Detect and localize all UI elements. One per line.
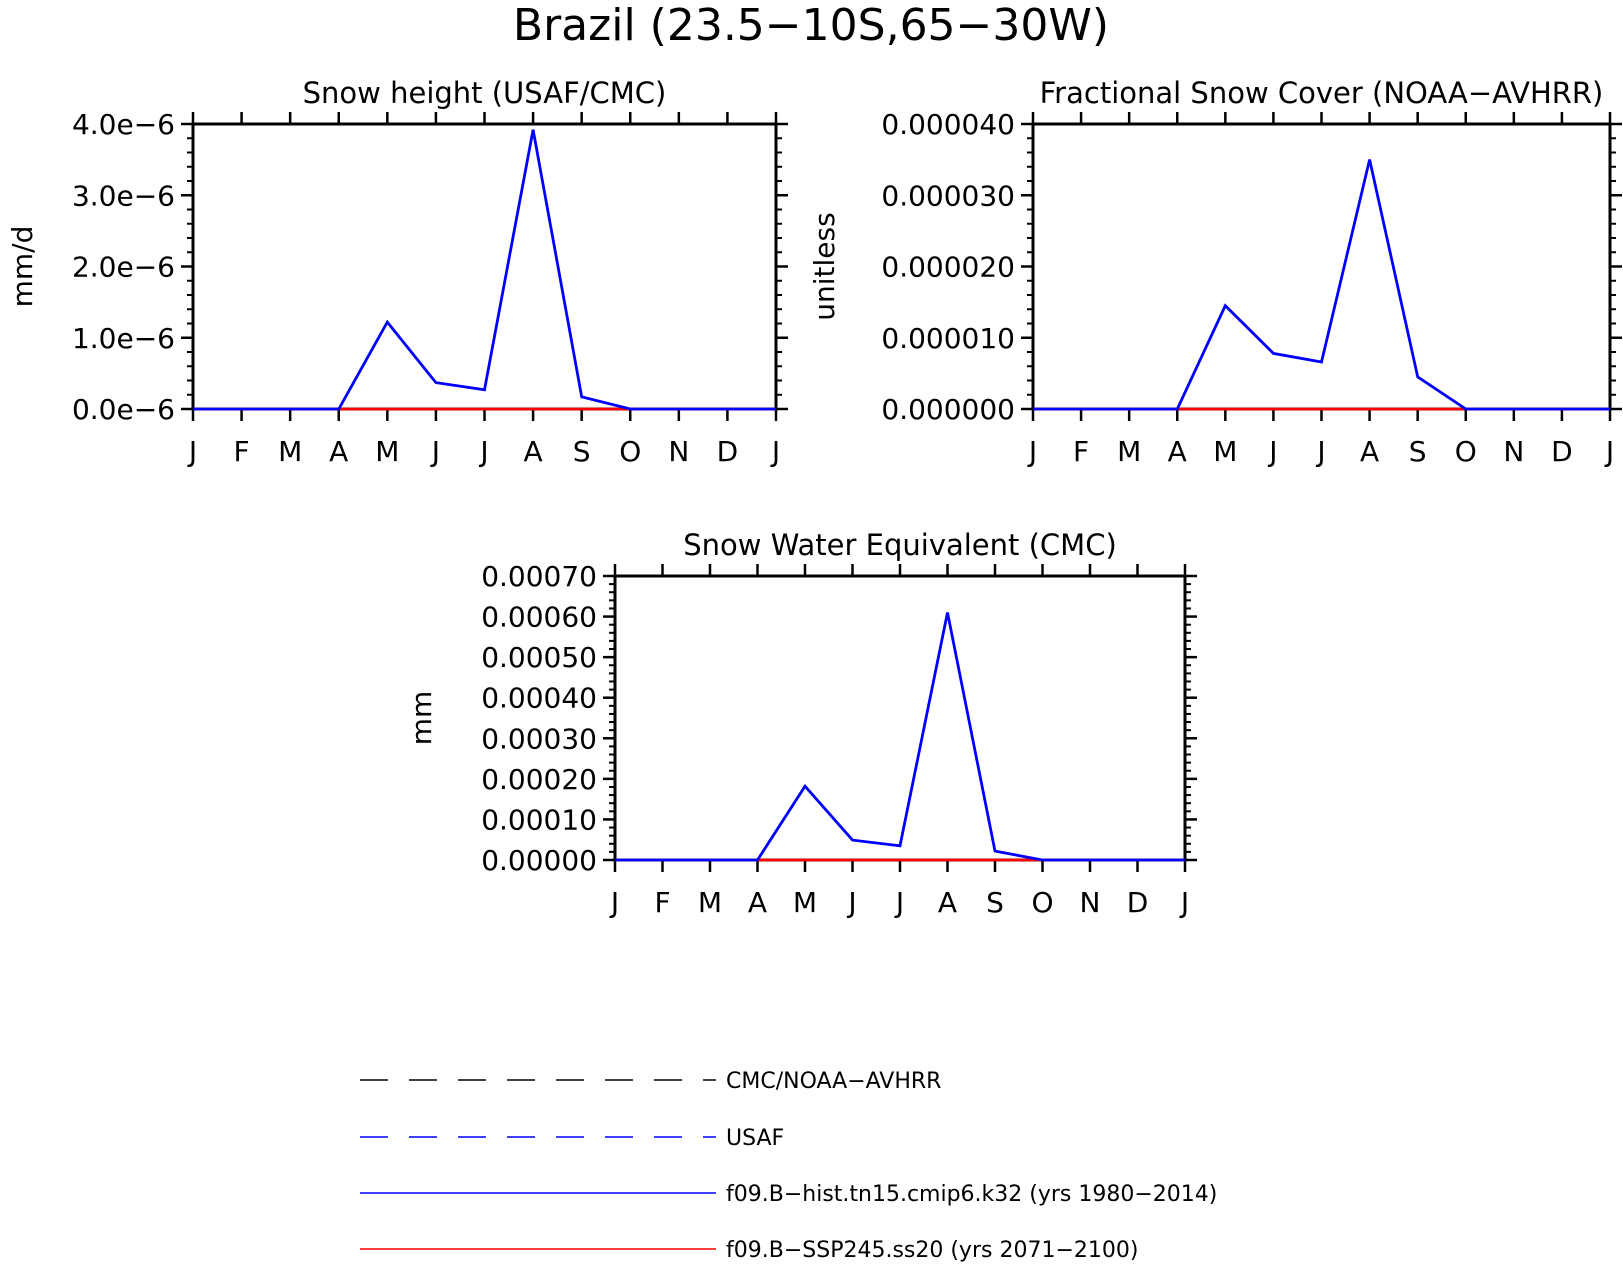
x-tick-label: A (329, 435, 348, 468)
panel-title: Fractional Snow Cover (NOAA−AVHRR) (1040, 76, 1604, 110)
y-tick-label: 0.00040 (481, 682, 597, 715)
y-tick-label: 0.00060 (481, 601, 597, 634)
x-tick-label: J (1604, 435, 1614, 468)
legend-label: f09.B−SSP245.ss20 (yrs 2071−2100) (726, 1238, 1138, 1263)
x-tick-label: F (234, 435, 250, 468)
x-tick-label: J (846, 886, 856, 919)
x-tick-label: O (1031, 886, 1053, 919)
x-tick-label: D (717, 435, 739, 468)
y-tick-label: 0.00050 (481, 641, 597, 674)
y-tick-label: 1.0e−6 (72, 322, 175, 355)
x-tick-label: A (938, 886, 957, 919)
x-tick-label: J (478, 435, 488, 468)
chart-panel-3: Snow Water Equivalent (CMC)J F M A M J J A S O N D J… (405, 528, 1197, 919)
legend-label: f09.B−hist.tn15.cmip6.k32 (yrs 1980−2014… (726, 1182, 1217, 1207)
y-axis-label: mm/d (6, 226, 39, 308)
legend-item: f09.B−SSP245.ss20 (yrs 2071−2100) (360, 1238, 1138, 1263)
x-tick-label: J (1027, 435, 1037, 468)
x-tick-label: J (430, 435, 440, 468)
y-tick-label: 0.000040 (881, 108, 1015, 141)
series-line (193, 129, 776, 411)
x-tick-label: J (1315, 435, 1325, 468)
x-tick-label: J (187, 435, 197, 468)
x-tick-label: M (793, 886, 817, 919)
series-line (615, 612, 1185, 862)
y-axis-label: mm (405, 691, 438, 746)
x-tick-label: D (1551, 435, 1573, 468)
x-tick-label: J (1267, 435, 1277, 468)
y-tick-label: 0.00010 (481, 803, 597, 836)
x-tick-label: M (375, 435, 399, 468)
y-tick-label: 0.00070 (481, 560, 597, 593)
plot-frame (191, 122, 778, 411)
series-line (1033, 159, 1610, 411)
x-tick-label: A (1168, 435, 1187, 468)
legend-label: USAF (726, 1126, 784, 1151)
plot-frame (1031, 122, 1612, 411)
y-tick-label: 0.000010 (881, 322, 1015, 355)
y-tick-label: 2.0e−6 (72, 251, 175, 284)
x-tick-label: M (698, 886, 722, 919)
x-tick-label: D (1127, 886, 1149, 919)
x-tick-label: J (609, 886, 619, 919)
legend-item: USAF (360, 1126, 784, 1151)
legend-label: CMC/NOAA−AVHRR (726, 1069, 941, 1094)
panel-title: Snow height (USAF/CMC) (303, 76, 667, 110)
y-tick-label: 0.000000 (881, 393, 1015, 426)
chart-panel-2: Fractional Snow Cover (NOAA−AVHRR)J F M A M J… (808, 76, 1622, 468)
plot-frame (613, 574, 1187, 862)
x-tick-label: J (894, 886, 904, 919)
x-tick-label: O (1455, 435, 1477, 468)
y-axis-label: unitless (808, 212, 841, 320)
x-tick-label: A (748, 886, 767, 919)
panel-title: Snow Water Equivalent (CMC) (683, 528, 1117, 562)
x-tick-label: N (668, 435, 689, 468)
x-tick-label: J (1179, 886, 1189, 919)
y-tick-label: 0.00030 (481, 722, 597, 755)
x-tick-label: M (278, 435, 302, 468)
y-tick-label: 0.000020 (881, 251, 1015, 284)
x-tick-label: F (654, 886, 670, 919)
x-tick-label: F (1073, 435, 1089, 468)
x-tick-label: S (1409, 435, 1427, 468)
y-tick-label: 0.0e−6 (72, 393, 175, 426)
y-tick-label: 3.0e−6 (72, 179, 175, 212)
x-tick-label: M (1117, 435, 1141, 468)
x-tick-label: A (1360, 435, 1379, 468)
y-tick-label: 0.000030 (881, 179, 1015, 212)
chart-panel-1: Snow height (USAF/CMC)J F M A M J J A S O N D J0.0e−… (6, 76, 788, 468)
x-tick-label: O (619, 435, 641, 468)
x-tick-label: S (986, 886, 1004, 919)
x-tick-label: M (1213, 435, 1237, 468)
y-tick-label: 0.00000 (481, 844, 597, 877)
y-tick-label: 0.00020 (481, 763, 597, 796)
legend: CMC/NOAA−AVHRR USAF f09.B−hist.tn15.cmip6.… (360, 1069, 1217, 1263)
x-tick-label: A (524, 435, 543, 468)
x-tick-label: N (1503, 435, 1524, 468)
x-tick-label: N (1080, 886, 1101, 919)
chart-panels: Snow height (USAF/CMC)J F M A M J J A S O N D J0.0e−… (6, 76, 1622, 919)
x-tick-label: S (573, 435, 591, 468)
figure-title: Brazil (23.5−10S,65−30W) (513, 0, 1109, 51)
x-tick-label: J (770, 435, 780, 468)
legend-item: f09.B−hist.tn15.cmip6.k32 (yrs 1980−2014… (360, 1182, 1217, 1207)
legend-item: CMC/NOAA−AVHRR (360, 1069, 941, 1094)
y-tick-label: 4.0e−6 (72, 108, 175, 141)
